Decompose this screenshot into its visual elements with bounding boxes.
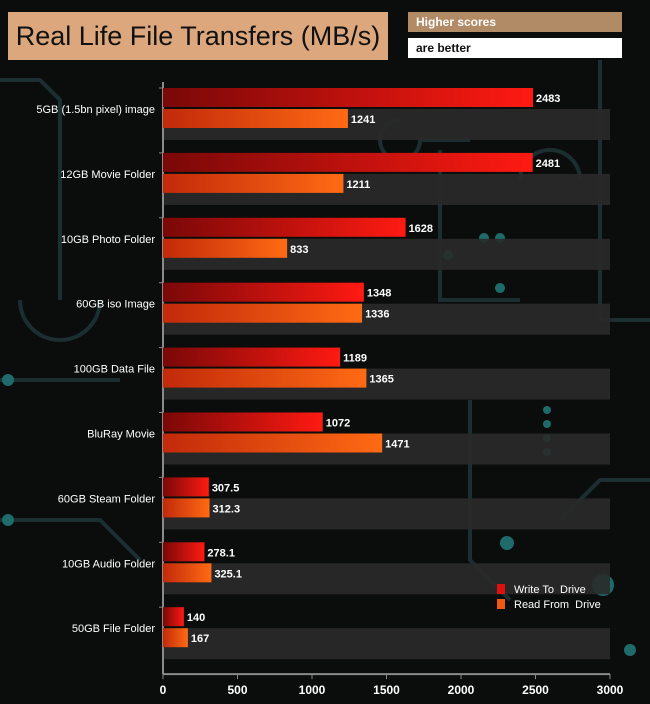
row-band (163, 628, 610, 660)
write-value-label: 1189 (343, 353, 367, 365)
note-higher-scores: Higher scores (408, 12, 622, 32)
read-bar (163, 303, 363, 323)
read-value-label: 325.1 (214, 568, 242, 580)
read-bar (163, 433, 383, 453)
read-bar (163, 368, 367, 388)
legend-swatch-read (497, 599, 505, 609)
read-value-label: 1241 (351, 114, 375, 126)
category-label: 10GB Photo Folder (61, 234, 156, 246)
x-tick-label: 3000 (597, 683, 624, 697)
write-value-label: 140 (187, 612, 205, 624)
category-label: 100GB Data File (74, 364, 155, 376)
category-label: 5GB (1.5bn pixel) image (36, 104, 155, 116)
write-value-label: 2481 (536, 158, 560, 170)
category-label: BluRay Movie (87, 429, 155, 441)
legend: Write To Drive Read From Drive (497, 584, 601, 611)
write-bar (163, 152, 533, 172)
read-bar (163, 173, 344, 193)
x-tick-label: 2500 (522, 683, 549, 697)
write-bar (163, 88, 533, 107)
write-bar (163, 347, 341, 367)
write-bar (163, 217, 406, 237)
legend-swatch-write (497, 584, 505, 594)
chart-title-text: Real Life File Transfers (MB/s) (15, 20, 381, 51)
write-value-label: 1628 (409, 223, 433, 235)
write-value-label: 1348 (367, 288, 391, 300)
read-bar (163, 498, 210, 518)
read-value-label: 167 (191, 633, 209, 645)
read-value-label: 1211 (346, 179, 370, 191)
read-value-label: 833 (290, 244, 308, 256)
read-value-label: 1365 (369, 374, 393, 386)
write-value-label: 278.1 (207, 547, 235, 559)
chart-title: Real Life File Transfers (MB/s) (8, 12, 388, 60)
note-are-better: are better (408, 38, 622, 58)
x-tick-label: 500 (227, 683, 247, 697)
read-bar (163, 628, 188, 648)
category-label: 10GB Audio Folder (62, 558, 155, 570)
read-value-label: 1336 (365, 309, 389, 321)
write-value-label: 1072 (326, 418, 350, 430)
category-label: 60GB Steam Folder (58, 493, 156, 505)
x-tick-label: 0 (160, 683, 167, 697)
legend-label-write: Write To Drive (514, 584, 586, 596)
read-bar (163, 238, 288, 258)
legend-label-read: Read From Drive (514, 599, 601, 611)
write-bar (163, 542, 205, 562)
row-band (163, 498, 610, 530)
row-band (163, 563, 610, 595)
x-tick-label: 1500 (373, 683, 400, 697)
write-value-label: 2483 (536, 93, 560, 105)
write-bar (163, 607, 184, 627)
write-value-label: 307.5 (212, 482, 240, 494)
write-bar (163, 282, 364, 302)
write-bar (163, 477, 209, 497)
write-bar (163, 412, 323, 432)
read-value-label: 1471 (385, 439, 409, 451)
x-tick-label: 2000 (448, 683, 475, 697)
x-tick-label: 1000 (299, 683, 326, 697)
category-label: 50GB File Folder (72, 623, 155, 635)
read-bar (163, 563, 212, 583)
category-label: 12GB Movie Folder (60, 169, 155, 181)
read-value-label: 312.3 (213, 503, 241, 515)
category-label: 60GB iso Image (76, 299, 155, 311)
read-bar (163, 109, 348, 128)
